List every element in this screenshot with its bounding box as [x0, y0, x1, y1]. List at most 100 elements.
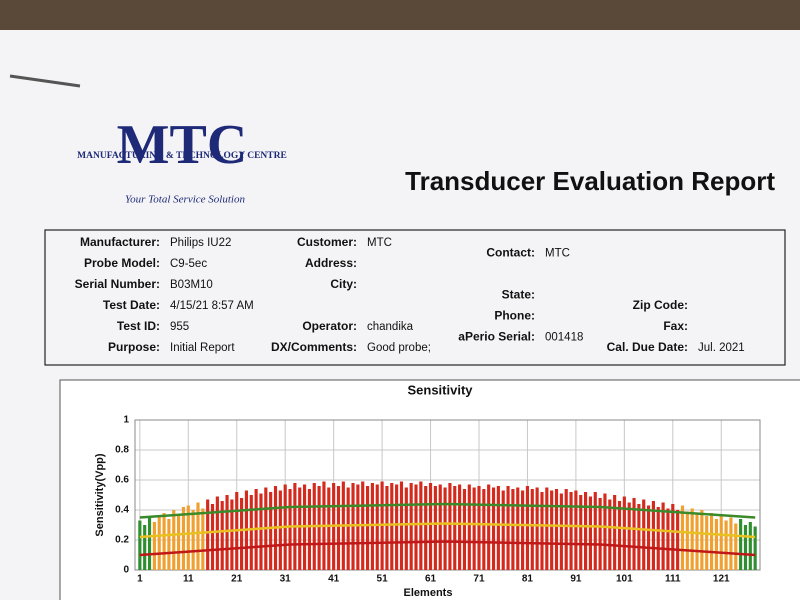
- bar: [269, 492, 273, 570]
- bar: [191, 510, 195, 570]
- bar: [550, 490, 554, 570]
- bar: [535, 487, 539, 570]
- bar: [617, 501, 622, 570]
- bar: [642, 499, 646, 570]
- bar: [147, 517, 152, 570]
- bar: [409, 483, 413, 570]
- bar: [220, 501, 224, 570]
- bar: [143, 525, 147, 570]
- y-tick-label: 0.2: [115, 535, 129, 546]
- bar: [690, 508, 694, 570]
- bar: [206, 499, 210, 570]
- field-value: MTC: [367, 237, 392, 249]
- bar: [739, 519, 743, 570]
- bar: [598, 498, 602, 570]
- bar: [356, 484, 360, 570]
- bar: [327, 487, 331, 570]
- bar: [288, 489, 292, 570]
- bar: [317, 486, 321, 570]
- field-value: Jul. 2021: [698, 342, 745, 354]
- bar: [516, 487, 520, 570]
- bar: [661, 502, 665, 570]
- bar: [705, 516, 709, 570]
- field-value: 955: [170, 321, 189, 333]
- bar: [477, 486, 481, 570]
- x-tick-label: 31: [280, 574, 292, 585]
- bar: [729, 517, 733, 570]
- field-label: Phone:: [494, 309, 535, 323]
- y-tick-label: 0.4: [115, 505, 129, 516]
- x-tick-label: 111: [665, 574, 681, 585]
- bar: [574, 490, 578, 570]
- bar: [365, 486, 370, 570]
- bar: [579, 495, 583, 570]
- field-value: B03M10: [170, 279, 213, 291]
- bar: [336, 486, 341, 570]
- bar: [448, 483, 452, 570]
- bar: [753, 526, 757, 570]
- bar: [501, 490, 505, 570]
- bar: [584, 492, 588, 570]
- bar: [482, 489, 486, 570]
- bar: [307, 489, 311, 570]
- bar: [177, 514, 181, 570]
- bar: [138, 520, 142, 570]
- bar: [462, 489, 467, 570]
- bar: [496, 486, 500, 570]
- bar: [390, 483, 394, 570]
- bar: [569, 492, 573, 570]
- bar: [438, 484, 442, 570]
- report-title: Transducer Evaluation Report: [405, 166, 775, 196]
- bar: [181, 507, 186, 570]
- limit-line: [139, 502, 756, 519]
- y-tick-label: 0.6: [115, 475, 129, 486]
- x-tick-label: 101: [616, 574, 633, 585]
- bar: [714, 519, 718, 570]
- bar: [743, 525, 748, 570]
- bar: [298, 487, 302, 570]
- bar: [719, 514, 723, 570]
- bar: [511, 489, 515, 570]
- bar: [559, 493, 563, 570]
- y-tick-label: 0.8: [115, 445, 129, 456]
- chart-title: Sensitivity: [407, 382, 473, 397]
- bar: [404, 487, 408, 570]
- field-label: Contact:: [486, 246, 535, 260]
- bar: [748, 522, 752, 570]
- bar: [157, 516, 161, 570]
- field-value: 4/15/21 8:57 AM: [170, 300, 254, 312]
- bar: [186, 505, 190, 570]
- bar: [240, 498, 244, 570]
- bar: [613, 495, 617, 570]
- bar: [278, 490, 282, 570]
- bar: [593, 492, 597, 570]
- tagline: Your Total Service Solution: [125, 194, 245, 206]
- field-value: Philips IU22: [170, 237, 231, 249]
- x-axis-label: Elements: [404, 587, 453, 599]
- x-tick-label: 91: [570, 574, 582, 585]
- bar: [395, 484, 399, 570]
- field-value: C9-5ec: [170, 258, 207, 270]
- x-tick-label: 61: [425, 574, 437, 585]
- bar: [162, 513, 166, 570]
- bar: [709, 513, 714, 570]
- bar: [608, 499, 612, 570]
- field-label: Manufacturer:: [80, 235, 160, 249]
- bar: [370, 483, 374, 570]
- bar: [487, 484, 491, 570]
- bar: [564, 489, 568, 570]
- bar: [249, 495, 253, 570]
- field-label: Serial Number:: [75, 277, 160, 291]
- field-label: Cal. Due Date:: [607, 340, 688, 354]
- info-box: [44, 229, 786, 366]
- x-tick-label: 11: [183, 574, 194, 585]
- field-value: Good probe;: [367, 342, 431, 354]
- field-label: Zip Code:: [633, 298, 688, 312]
- bar: [637, 504, 641, 570]
- bar: [525, 486, 530, 570]
- y-tick-label: 0: [123, 565, 129, 576]
- bar: [210, 504, 215, 570]
- bar: [554, 489, 559, 570]
